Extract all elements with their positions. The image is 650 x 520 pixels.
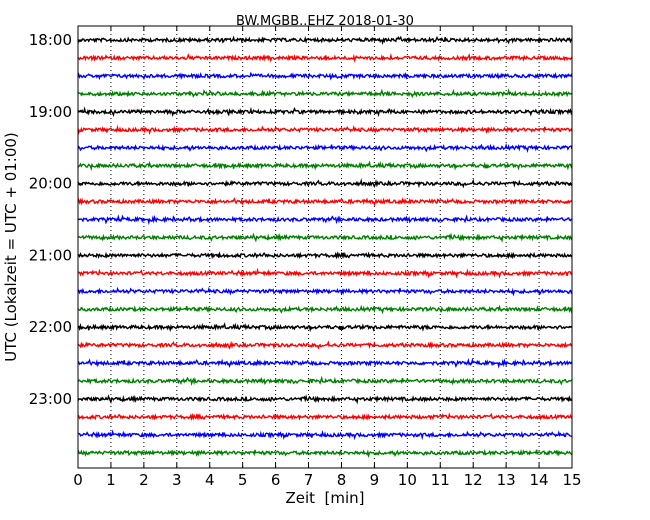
traces-layer (77, 35, 573, 459)
trace-1815 (77, 52, 573, 63)
x-tick-label-11: 11 (431, 471, 450, 489)
trace-1900 (77, 106, 573, 118)
x-axis-label: Zeit [min] (285, 489, 364, 507)
plot-frame (77, 25, 573, 469)
y-tick-label-4: 22:00 (29, 318, 72, 336)
y-tick-label-1: 19:00 (29, 103, 72, 121)
trace-1945 (77, 160, 573, 172)
trace-1830 (77, 71, 573, 81)
trace-2100 (77, 251, 573, 260)
grid-lines (110, 26, 540, 468)
trace-2315 (77, 412, 573, 422)
y-axis: 18:00 19:00 20:00 21:00 22:00 23:00 (29, 31, 572, 408)
y-tick-label-2: 20:00 (29, 175, 72, 193)
x-axis: 0 1 2 3 4 5 6 7 8 9 10 11 12 13 14 15 (73, 26, 582, 489)
x-tick-label-8: 8 (337, 471, 347, 489)
trace-2200 (77, 322, 573, 333)
y-tick-label-5: 23:00 (29, 390, 72, 408)
trace-2230 (77, 357, 573, 369)
trace-2130 (77, 286, 573, 297)
trace-2300 (77, 394, 573, 405)
trace-1845 (77, 88, 573, 99)
trace-2215 (77, 340, 573, 350)
trace-2330 (77, 429, 573, 441)
x-tick-label-10: 10 (398, 471, 417, 489)
trace-2015 (77, 197, 573, 207)
x-tick-label-12: 12 (464, 471, 483, 489)
trace-1930 (77, 142, 573, 153)
x-tick-label-2: 2 (139, 471, 149, 489)
y-axis-label: UTC (Lokalzeit = UTC + 01:00) (2, 132, 20, 362)
y-tick-label-3: 21:00 (29, 246, 72, 264)
trace-1915 (77, 124, 573, 136)
x-tick-label-13: 13 (497, 471, 516, 489)
x-tick-label-9: 9 (370, 471, 380, 489)
y-tick-label-0: 18:00 (29, 31, 72, 49)
x-tick-label-3: 3 (172, 471, 182, 489)
x-tick-label-6: 6 (271, 471, 281, 489)
trace-2245 (77, 375, 573, 387)
x-tick-label-4: 4 (205, 471, 215, 489)
x-tick-label-7: 7 (304, 471, 314, 489)
trace-2000 (77, 178, 573, 189)
trace-2045 (77, 232, 573, 243)
x-tick-label-15: 15 (562, 471, 581, 489)
trace-2345 (77, 448, 573, 459)
trace-2115 (77, 267, 573, 279)
trace-1800 (77, 35, 573, 46)
x-tick-label-0: 0 (73, 471, 83, 489)
chart-title: BW.MGBB..EHZ 2018-01-30 (236, 14, 414, 29)
x-tick-label-1: 1 (106, 471, 116, 489)
trace-2145 (77, 304, 573, 315)
trace-2030 (77, 214, 573, 226)
x-tick-label-5: 5 (238, 471, 248, 489)
x-tick-label-14: 14 (530, 471, 549, 489)
